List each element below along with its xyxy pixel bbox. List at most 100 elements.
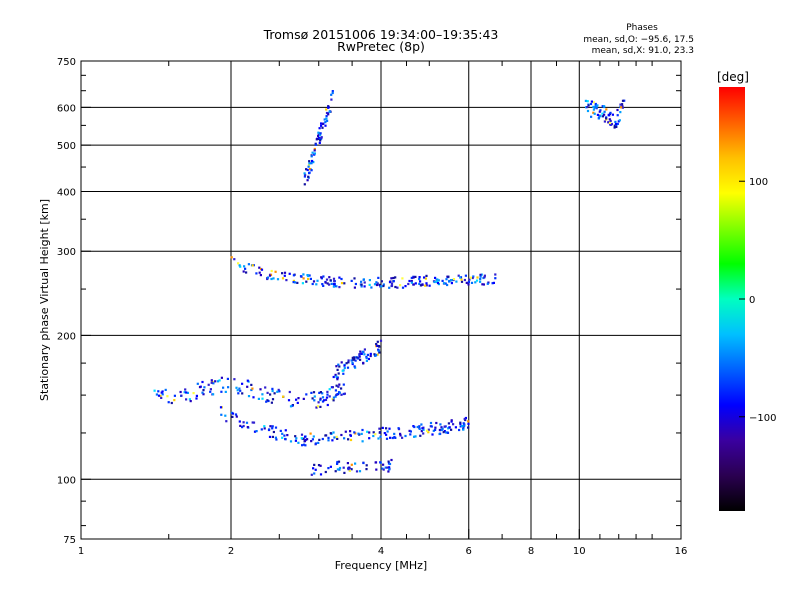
data-point bbox=[380, 280, 383, 283]
data-point bbox=[450, 282, 453, 285]
data-point bbox=[323, 118, 326, 121]
data-point bbox=[336, 368, 339, 371]
data-point bbox=[201, 380, 204, 384]
data-point bbox=[331, 91, 334, 95]
data-point bbox=[185, 398, 188, 401]
data-point bbox=[598, 110, 601, 113]
data-point bbox=[338, 365, 341, 368]
data-point bbox=[409, 433, 412, 436]
data-points bbox=[153, 90, 626, 476]
data-point bbox=[326, 390, 329, 393]
data-point bbox=[281, 436, 284, 439]
data-point bbox=[446, 431, 450, 434]
data-point bbox=[340, 361, 343, 364]
data-point bbox=[301, 282, 304, 285]
data-point bbox=[474, 281, 477, 284]
data-point bbox=[482, 283, 485, 286]
data-point bbox=[404, 434, 407, 438]
data-point bbox=[323, 399, 326, 402]
data-point bbox=[338, 468, 341, 471]
data-point bbox=[342, 372, 345, 375]
data-point bbox=[320, 276, 323, 279]
phases-title: Phases bbox=[626, 23, 658, 33]
data-point bbox=[619, 111, 622, 114]
data-point bbox=[369, 352, 372, 355]
data-point bbox=[399, 284, 402, 287]
data-point bbox=[359, 358, 362, 361]
data-point bbox=[467, 280, 470, 284]
y-tick-label: 750 bbox=[57, 57, 76, 68]
data-point bbox=[227, 386, 230, 389]
data-point bbox=[230, 256, 233, 259]
data-point bbox=[462, 422, 465, 425]
data-point bbox=[361, 440, 364, 443]
data-point bbox=[310, 169, 313, 172]
data-point bbox=[436, 281, 440, 285]
data-point bbox=[315, 406, 318, 409]
data-point bbox=[251, 264, 254, 267]
data-point bbox=[616, 122, 619, 125]
data-point bbox=[306, 168, 309, 172]
data-point bbox=[385, 437, 389, 440]
data-point bbox=[316, 405, 319, 408]
data-point bbox=[452, 423, 455, 426]
data-point bbox=[325, 111, 329, 115]
data-point bbox=[596, 113, 599, 116]
y-axis-label: Stationary phase Virtual Height [km] bbox=[38, 199, 51, 401]
y-tick-label: 75 bbox=[63, 535, 76, 546]
data-point bbox=[321, 392, 324, 395]
data-point bbox=[259, 388, 262, 391]
data-point bbox=[325, 108, 328, 111]
data-point bbox=[479, 275, 482, 278]
data-point bbox=[340, 393, 343, 396]
data-point bbox=[340, 277, 343, 281]
data-point bbox=[303, 183, 306, 186]
data-point bbox=[354, 359, 357, 362]
data-point bbox=[173, 394, 176, 397]
data-point bbox=[462, 428, 465, 431]
data-point bbox=[302, 437, 305, 440]
data-point bbox=[321, 122, 324, 125]
data-point bbox=[419, 434, 422, 437]
data-point bbox=[336, 468, 339, 471]
data-point bbox=[294, 439, 297, 442]
colorbar-label: [deg] bbox=[717, 70, 749, 84]
data-point bbox=[425, 284, 428, 287]
data-point bbox=[237, 262, 240, 265]
data-point bbox=[305, 393, 308, 396]
data-point bbox=[311, 282, 314, 286]
data-point bbox=[310, 473, 313, 476]
data-point bbox=[155, 393, 158, 396]
data-point bbox=[292, 274, 295, 277]
data-point bbox=[304, 435, 307, 438]
data-point bbox=[609, 123, 612, 126]
data-point bbox=[350, 359, 353, 362]
data-point bbox=[238, 264, 241, 267]
data-point bbox=[291, 404, 294, 407]
data-point bbox=[313, 472, 316, 475]
data-point bbox=[380, 285, 383, 288]
data-point bbox=[423, 276, 426, 279]
data-point bbox=[313, 463, 316, 466]
data-point bbox=[438, 428, 441, 432]
data-point bbox=[329, 465, 332, 468]
data-point bbox=[438, 432, 441, 436]
data-point bbox=[310, 440, 313, 443]
data-point bbox=[381, 467, 384, 470]
data-point bbox=[299, 275, 303, 278]
data-point bbox=[157, 394, 161, 397]
data-point bbox=[327, 439, 330, 442]
data-point bbox=[300, 433, 304, 436]
data-point bbox=[401, 277, 404, 280]
data-point bbox=[360, 285, 363, 288]
data-point bbox=[341, 369, 344, 372]
data-point bbox=[414, 435, 417, 438]
data-point bbox=[307, 164, 311, 167]
data-point bbox=[377, 349, 380, 352]
data-point bbox=[336, 462, 339, 465]
data-point bbox=[360, 352, 363, 355]
data-point bbox=[319, 473, 323, 476]
data-point bbox=[408, 429, 411, 432]
data-point bbox=[261, 393, 264, 396]
data-point bbox=[377, 437, 380, 440]
